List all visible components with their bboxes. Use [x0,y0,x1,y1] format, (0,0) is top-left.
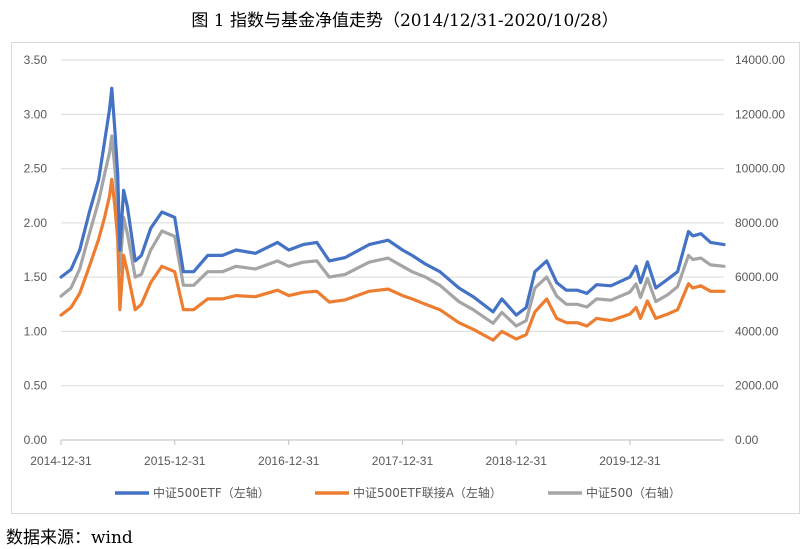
left-y-tick-label: 2.50 [24,162,48,176]
left-y-tick-label: 3.00 [24,107,48,121]
series-lines [59,86,726,342]
right-y-tick-label: 2000.00 [735,379,779,393]
right-y-axis-labels: 0.00 2000.00 4000.00 6000.00 8000.00 10000.00… [735,53,785,447]
chart-title: 图 1 指数与基金净值走势（2014/12/31-2020/10/28） [191,11,619,31]
data-source-note: 数据来源：wind [6,528,133,548]
right-y-tick-label: 10000.00 [735,162,785,176]
left-y-tick-label: 1.00 [24,324,48,338]
left-y-tick-label: 0.50 [24,379,48,393]
left-y-tick-label: 3.50 [24,53,48,67]
right-y-tick-label: 0.00 [735,433,759,447]
x-tick-label: 2018-12-31 [485,454,547,468]
legend-label: 中证500ETF联接A（左轴） [353,485,502,500]
x-tick-label: 2019-12-31 [599,454,661,468]
right-y-tick-label: 8000.00 [735,216,779,230]
legend-label: 中证500（右轴） [586,485,681,500]
left-y-axis-labels: 0.00 0.50 1.00 1.50 2.00 2.50 3.00 3.50 [24,53,48,447]
left-y-tick-label: 0.00 [24,433,48,447]
legend-label: 中证500ETF（左轴） [153,485,270,500]
x-tick-label: 2015-12-31 [144,454,206,468]
x-tick-label: 2017-12-31 [372,454,434,468]
legend: 中证500ETF（左轴） 中证500ETF联接A（左轴） 中证500（右轴） [115,485,681,500]
x-tick-label: 2014-12-31 [30,454,92,468]
x-tick-label: 2016-12-31 [258,454,320,468]
left-y-tick-label: 1.50 [24,270,48,284]
x-axis-labels: 2014-12-31 2015-12-31 2016-12-31 2017-12-31… [30,440,661,468]
right-y-tick-label: 6000.00 [735,270,779,284]
series-line-1 [59,177,726,342]
series-line-2 [59,134,726,328]
right-y-tick-label: 12000.00 [735,107,785,121]
right-y-tick-label: 4000.00 [735,324,779,338]
gridlines [61,59,724,441]
series-line-0 [59,86,726,317]
chart-frame [11,42,800,514]
left-y-tick-label: 2.00 [24,216,48,230]
right-y-tick-label: 14000.00 [735,53,785,67]
